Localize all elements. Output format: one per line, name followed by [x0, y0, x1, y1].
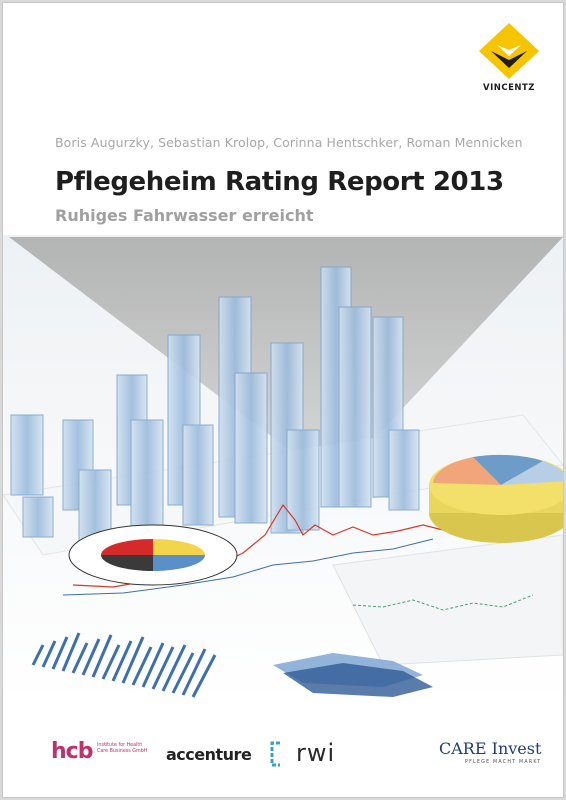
book-subtitle: Ruhiges Fahrwasser erreicht [55, 206, 314, 225]
care-word: CARE [439, 739, 487, 758]
paper-sheet [332, 534, 563, 666]
hcb-logo: hcb Institute for Health Care Business G… [51, 731, 161, 781]
book-title: Pflegeheim Rating Report 2013 [55, 167, 504, 197]
authors-line: Boris Augurzky, Sebastian Krolop, Corinn… [55, 135, 523, 150]
business-charts-illustration [3, 235, 563, 705]
publisher-logo: VINCENTZ [477, 21, 541, 101]
rwi-logo: rwi [268, 731, 358, 781]
rwi-mark: rwi [296, 739, 336, 767]
diamond-logo-icon [479, 23, 539, 79]
care-invest-logo: CARE Invest PFLEGE MACHT MARKT [439, 731, 549, 781]
blue-line-chart [62, 538, 434, 596]
bar-chart-diagonal [31, 632, 217, 698]
rwi-bracket-icon [270, 741, 280, 767]
area-chart [273, 653, 433, 697]
bar-chart-3d [10, 266, 420, 541]
invest-word: Invest [486, 739, 542, 758]
accenture-logo: accenture [166, 731, 256, 781]
publisher-name: VINCENTZ [483, 83, 535, 93]
hcb-mark: hcb [51, 739, 93, 764]
small-pie-chart [68, 524, 238, 586]
pie-chart-3d [429, 454, 563, 543]
green-line-chart [352, 594, 534, 611]
care-invest-tagline: PFLEGE MACHT MARKT [465, 760, 542, 765]
care-invest-mark: CARE Invest [439, 739, 541, 758]
sponsor-logos: hcb Institute for Health Care Business G… [3, 731, 563, 781]
hcb-text: Institute for Health Care Business GmbH [97, 743, 148, 754]
accenture-mark: accenture [166, 745, 252, 764]
